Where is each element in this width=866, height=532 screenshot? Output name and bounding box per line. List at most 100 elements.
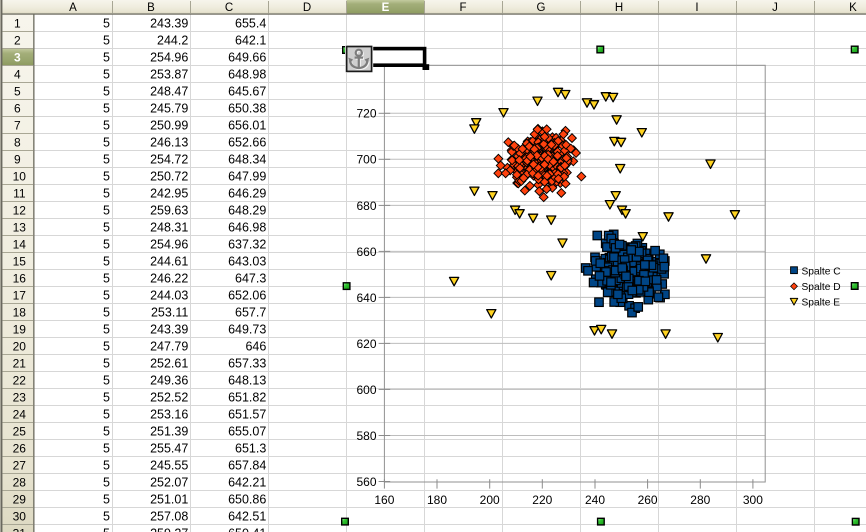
svg-text:246.13: 246.13 xyxy=(150,136,188,150)
svg-text:650.41: 650.41 xyxy=(228,527,266,532)
svg-text:600: 600 xyxy=(356,383,376,397)
svg-text:22: 22 xyxy=(13,373,27,387)
svg-text:657.7: 657.7 xyxy=(235,306,266,320)
svg-text:5: 5 xyxy=(103,323,110,337)
svg-text:E: E xyxy=(382,2,390,14)
svg-text:642.51: 642.51 xyxy=(228,510,266,524)
svg-text:5: 5 xyxy=(14,84,21,98)
svg-text:243.39: 243.39 xyxy=(150,323,188,337)
svg-text:248.47: 248.47 xyxy=(150,85,188,99)
svg-text:5: 5 xyxy=(103,187,110,201)
svg-text:680: 680 xyxy=(356,199,376,213)
svg-text:650.86: 650.86 xyxy=(228,493,266,507)
svg-text:580: 580 xyxy=(356,429,376,443)
svg-text:11: 11 xyxy=(13,186,26,200)
svg-text:5: 5 xyxy=(103,170,110,184)
svg-text:5: 5 xyxy=(103,289,110,303)
svg-text:28: 28 xyxy=(13,475,27,489)
svg-text:H: H xyxy=(615,2,623,14)
svg-text:C: C xyxy=(225,2,233,14)
svg-text:650.38: 650.38 xyxy=(228,102,266,116)
svg-text:5: 5 xyxy=(103,255,110,269)
svg-text:6: 6 xyxy=(14,101,21,115)
svg-text:649.73: 649.73 xyxy=(228,323,266,337)
svg-text:648.29: 648.29 xyxy=(228,204,266,218)
svg-text:254.96: 254.96 xyxy=(150,51,188,65)
svg-text:8: 8 xyxy=(14,135,21,149)
svg-text:Spalte D: Spalte D xyxy=(802,282,841,293)
svg-text:25: 25 xyxy=(13,424,27,438)
svg-text:220: 220 xyxy=(532,493,552,507)
svg-text:18: 18 xyxy=(13,305,27,319)
svg-text:245.55: 245.55 xyxy=(150,459,188,473)
svg-text:651.82: 651.82 xyxy=(228,391,266,405)
svg-text:23: 23 xyxy=(13,390,27,404)
svg-text:257.08: 257.08 xyxy=(150,510,188,524)
svg-text:560: 560 xyxy=(356,475,376,489)
svg-text:244.03: 244.03 xyxy=(150,289,188,303)
svg-text:5: 5 xyxy=(103,153,110,167)
svg-text:5: 5 xyxy=(103,238,110,252)
svg-text:5: 5 xyxy=(103,340,110,354)
svg-text:240: 240 xyxy=(585,493,605,507)
svg-text:5: 5 xyxy=(103,85,110,99)
svg-text:247.79: 247.79 xyxy=(150,340,188,354)
svg-text:31: 31 xyxy=(13,526,27,532)
svg-text:2: 2 xyxy=(14,33,21,47)
svg-text:250.72: 250.72 xyxy=(150,170,188,184)
svg-text:620: 620 xyxy=(356,337,376,351)
svg-text:255.47: 255.47 xyxy=(150,442,188,456)
svg-text:24: 24 xyxy=(13,407,27,421)
svg-text:13: 13 xyxy=(13,220,27,234)
svg-text:249.36: 249.36 xyxy=(150,374,188,388)
svg-text:10: 10 xyxy=(13,169,27,183)
svg-text:5: 5 xyxy=(103,374,110,388)
svg-text:14: 14 xyxy=(13,237,27,251)
svg-text:5: 5 xyxy=(103,527,110,532)
svg-text:B: B xyxy=(147,2,155,14)
svg-text:21: 21 xyxy=(13,356,27,370)
svg-text:3: 3 xyxy=(14,50,21,64)
svg-text:651.3: 651.3 xyxy=(235,442,266,456)
svg-text:180: 180 xyxy=(427,493,447,507)
svg-text:259.63: 259.63 xyxy=(150,204,188,218)
svg-text:250.99: 250.99 xyxy=(150,119,188,133)
svg-text:646: 646 xyxy=(245,340,266,354)
svg-text:19: 19 xyxy=(13,322,27,336)
svg-text:5: 5 xyxy=(103,51,110,65)
svg-text:Spalte E: Spalte E xyxy=(802,298,841,309)
svg-text:251.39: 251.39 xyxy=(150,425,188,439)
svg-text:251.01: 251.01 xyxy=(150,493,188,507)
svg-text:17: 17 xyxy=(13,288,27,302)
svg-text:160: 160 xyxy=(374,493,394,507)
svg-text:254.72: 254.72 xyxy=(150,153,188,167)
svg-text:1: 1 xyxy=(14,16,21,30)
svg-text:655.4: 655.4 xyxy=(235,17,266,31)
svg-text:720: 720 xyxy=(356,107,376,121)
svg-text:5: 5 xyxy=(103,442,110,456)
svg-text:20: 20 xyxy=(13,339,27,353)
svg-text:J: J xyxy=(772,2,778,14)
svg-text:645.67: 645.67 xyxy=(228,85,266,99)
svg-text:5: 5 xyxy=(103,408,110,422)
svg-text:652.66: 652.66 xyxy=(228,136,266,150)
svg-text:5: 5 xyxy=(103,17,110,31)
svg-text:648.34: 648.34 xyxy=(228,153,266,167)
svg-text:9: 9 xyxy=(14,152,21,166)
svg-text:5: 5 xyxy=(103,221,110,235)
svg-text:657.33: 657.33 xyxy=(228,357,266,371)
svg-text:244.2: 244.2 xyxy=(157,34,188,48)
svg-text:648.98: 648.98 xyxy=(228,68,266,82)
svg-text:5: 5 xyxy=(103,493,110,507)
svg-text:248.31: 248.31 xyxy=(150,221,188,235)
svg-text:642.21: 642.21 xyxy=(228,476,266,490)
svg-text:646.29: 646.29 xyxy=(228,187,266,201)
svg-text:656.01: 656.01 xyxy=(228,119,266,133)
svg-text:12: 12 xyxy=(13,203,27,217)
svg-text:D: D xyxy=(303,2,311,14)
svg-text:200: 200 xyxy=(480,493,500,507)
svg-text:7: 7 xyxy=(14,118,21,132)
svg-text:253.87: 253.87 xyxy=(150,68,188,82)
svg-text:246.22: 246.22 xyxy=(150,272,188,286)
svg-text:647.99: 647.99 xyxy=(228,170,266,184)
